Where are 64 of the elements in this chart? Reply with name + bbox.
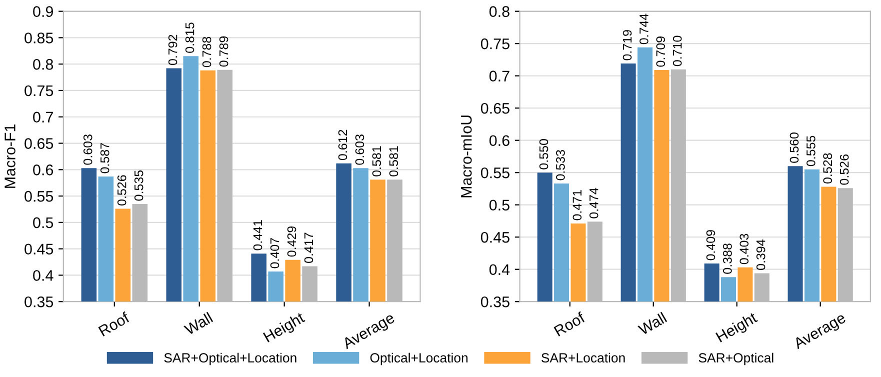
y-tick-label: 0.6 bbox=[489, 135, 510, 146]
legend-label: SAR+Optical+Location bbox=[164, 352, 296, 366]
data-label: 0.407 bbox=[270, 238, 280, 268]
data-label: 0.710 bbox=[672, 36, 682, 66]
x-tick-label: Roof bbox=[98, 311, 130, 337]
data-label: 0.603 bbox=[355, 134, 364, 165]
data-label: 0.709 bbox=[656, 36, 666, 67]
data-label: 0.429 bbox=[287, 226, 296, 257]
data-label: 0.603 bbox=[83, 134, 92, 165]
x-tick-label: Wall bbox=[183, 312, 214, 336]
y-axis-title: Macro-mIoU bbox=[461, 116, 472, 198]
y-tick-label: 0.65 bbox=[480, 102, 510, 114]
y-tick-label: 0.45 bbox=[24, 244, 54, 255]
data-label: 0.555 bbox=[806, 136, 816, 166]
legend-label: SAR+Location bbox=[542, 352, 625, 363]
y-tick-label: 0.7 bbox=[33, 112, 53, 123]
data-label: 0.388 bbox=[723, 244, 732, 274]
data-label: 0.403 bbox=[740, 234, 749, 264]
data-label: 0.394 bbox=[756, 240, 766, 270]
y-tick-label: 0.35 bbox=[24, 296, 54, 308]
y-tick-label: 0.7 bbox=[489, 70, 510, 82]
y-axis-title: Macro-F1 bbox=[4, 124, 16, 188]
y-tick-label: 0.8 bbox=[489, 6, 510, 17]
legend-label: SAR+Optical bbox=[698, 352, 774, 366]
y-tick-label: 0.55 bbox=[24, 190, 54, 202]
y-tick-label: 0.75 bbox=[24, 85, 54, 96]
data-label: 0.535 bbox=[134, 170, 144, 201]
data-label: 0.526 bbox=[840, 154, 849, 185]
y-tick-label: 0.5 bbox=[489, 200, 510, 211]
legend-label: Optical+Location bbox=[370, 352, 468, 366]
y-tick-label: 0.4 bbox=[33, 270, 54, 281]
data-label: 0.417 bbox=[304, 232, 314, 263]
data-label: 0.560 bbox=[790, 132, 799, 163]
data-label: 0.612 bbox=[338, 130, 348, 160]
data-label: 0.744 bbox=[640, 14, 648, 44]
data-label: 0.789 bbox=[219, 36, 228, 67]
y-tick-label: 0.65 bbox=[24, 138, 54, 149]
data-label: 0.815 bbox=[185, 22, 194, 53]
data-label: 0.409 bbox=[706, 230, 716, 260]
y-tick-label: 0.9 bbox=[33, 6, 53, 17]
data-label: 0.581 bbox=[372, 146, 382, 176]
y-tick-label: 0.85 bbox=[24, 32, 54, 44]
data-label: 0.792 bbox=[168, 34, 178, 66]
data-label: 0.526 bbox=[117, 175, 126, 206]
data-label: 0.471 bbox=[572, 190, 582, 220]
data-label: 0.719 bbox=[622, 30, 632, 60]
x-tick-label: Wall bbox=[637, 312, 668, 336]
data-label: 0.550 bbox=[539, 139, 548, 170]
y-tick-label: 0.4 bbox=[489, 264, 510, 276]
data-label: 0.441 bbox=[253, 220, 262, 250]
y-tick-label: 0.8 bbox=[33, 58, 54, 70]
data-label: 0.587 bbox=[100, 143, 110, 174]
y-tick-label: 0.5 bbox=[33, 217, 54, 228]
x-tick-label: Roof bbox=[553, 311, 586, 337]
data-label: 0.581 bbox=[389, 146, 398, 176]
y-tick-label: 0.75 bbox=[480, 38, 510, 50]
data-label: 0.533 bbox=[556, 150, 565, 180]
data-label: 0.528 bbox=[823, 153, 832, 184]
y-tick-label: 0.45 bbox=[480, 232, 510, 243]
y-tick-label: 0.35 bbox=[480, 296, 510, 308]
data-label: 0.788 bbox=[202, 36, 212, 68]
y-tick-label: 0.6 bbox=[33, 164, 54, 176]
data-label: 0.474 bbox=[589, 188, 598, 218]
y-tick-label: 0.55 bbox=[480, 167, 510, 178]
